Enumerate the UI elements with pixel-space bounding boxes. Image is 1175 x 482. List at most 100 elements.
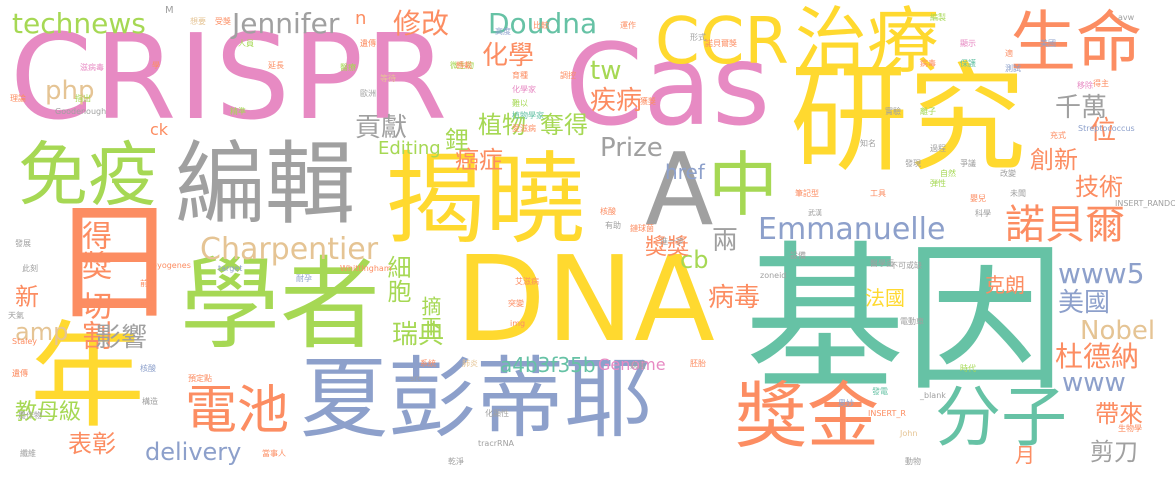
word-jiaomuji: 教母級 bbox=[15, 400, 82, 425]
word-qianwan: 千萬 bbox=[1055, 93, 1108, 123]
word-small: 發現 bbox=[905, 159, 921, 168]
word-small: img bbox=[510, 319, 526, 328]
word-small: src bbox=[410, 374, 422, 383]
word-small: 人員 bbox=[238, 39, 254, 48]
word-href: href bbox=[665, 160, 705, 184]
word-bingdu: 病毒 bbox=[708, 283, 761, 313]
word-dailai: 帶來 bbox=[1095, 400, 1143, 428]
word-small: 改變 bbox=[1000, 169, 1016, 178]
word-fenzi: 分子 bbox=[935, 379, 1067, 456]
word-small: 想要 bbox=[190, 17, 206, 26]
word-jiangjiang: 獎獎 bbox=[645, 235, 690, 260]
word-delivery: delivery bbox=[145, 438, 242, 466]
word-chuangxin: 創新 bbox=[1030, 146, 1078, 174]
word-small: 鏈球菌 bbox=[630, 224, 654, 233]
word-small: 學 bbox=[152, 61, 160, 70]
word-small: 系統 bbox=[420, 359, 436, 368]
word-small: 轉載 bbox=[456, 61, 472, 70]
word-small: 不可或缺 bbox=[890, 261, 922, 270]
word-small: tracrRNA bbox=[478, 439, 515, 448]
word-faguo: 法國 bbox=[865, 286, 905, 310]
word-prize: Prize bbox=[600, 133, 663, 163]
word-small: 進一步 bbox=[660, 237, 684, 246]
word-small: 遺傳 bbox=[360, 39, 376, 48]
word-small: 離子 bbox=[920, 107, 936, 116]
word-small: 預定點 bbox=[188, 374, 212, 383]
word-small: 編製 bbox=[930, 13, 946, 22]
word-kelang: 克朗 bbox=[985, 273, 1025, 297]
word-zhiwu: 植物 bbox=[478, 111, 526, 139]
word-small: 纖維 bbox=[20, 449, 36, 458]
word-emmanuelle: Emmanuelle bbox=[758, 212, 946, 247]
word-small: 遺傳 bbox=[12, 369, 28, 378]
word-ck: ck bbox=[150, 120, 169, 139]
word-dianchi: 電池 bbox=[185, 381, 290, 441]
word-small: INSERT_RANDOM_NUMBER_HERE bbox=[1115, 199, 1175, 208]
word-small: 有助 bbox=[605, 221, 621, 230]
word-small: 顯示 bbox=[960, 39, 976, 48]
word-small: 化學家 bbox=[512, 85, 536, 94]
word-yanjiu: 研究 bbox=[790, 50, 1027, 188]
word-small: 農作物 bbox=[18, 411, 42, 420]
word-meiguo: 美國 bbox=[1058, 288, 1111, 318]
word-small: 此刻 bbox=[22, 264, 38, 273]
word-small: 弾性 bbox=[930, 179, 946, 188]
word-jiangjin: 獎金 bbox=[735, 374, 880, 458]
word-n: n bbox=[355, 8, 367, 29]
word-zhong: 中 bbox=[708, 144, 778, 226]
word-small: 充式 bbox=[1050, 131, 1066, 140]
word-small: 當事人 bbox=[262, 449, 286, 458]
word-small: 醫學面 bbox=[870, 259, 894, 268]
word-small: 等待 bbox=[380, 74, 396, 83]
word-small: 動物 bbox=[905, 457, 921, 466]
word-small: 病毒 bbox=[920, 59, 936, 68]
word-small: 形式 bbox=[690, 33, 706, 42]
word-small: 指出 bbox=[75, 94, 91, 103]
word-small: 難以 bbox=[512, 99, 528, 108]
word-gongxian: 貢獻 bbox=[355, 113, 408, 143]
word-php: php bbox=[45, 76, 95, 106]
word-small: 時代 bbox=[960, 364, 976, 373]
word-small: 構造 bbox=[142, 397, 158, 406]
word-yingxiang: 影響 bbox=[95, 323, 148, 353]
word-small: 天氣 bbox=[8, 311, 24, 320]
word-amp: amp bbox=[15, 318, 69, 346]
word-liang: 兩 bbox=[712, 226, 739, 256]
word-aizheng: 癌症 bbox=[455, 146, 503, 174]
word-cb: cb bbox=[680, 246, 709, 274]
word-small: 滋病毒 bbox=[80, 63, 104, 72]
word-www5: www5 bbox=[1058, 257, 1145, 290]
word-small: 精準 bbox=[230, 107, 246, 116]
word-genome: Genome bbox=[598, 355, 666, 374]
word-small: 高度 bbox=[495, 27, 511, 36]
word-small: 保護 bbox=[960, 59, 976, 68]
word-small: 適 bbox=[1005, 49, 1013, 58]
word-small: pyogenes bbox=[152, 261, 191, 270]
word-nobel: Nobel bbox=[1080, 316, 1156, 346]
word-nian: 年 bbox=[30, 310, 146, 444]
word-bianji: 編輯 bbox=[175, 132, 355, 237]
word-editing: Editing bbox=[378, 138, 441, 159]
word-small: 工具 bbox=[870, 189, 886, 198]
word-duode: 奪得 bbox=[540, 111, 588, 139]
word-cas: Cas bbox=[565, 21, 771, 151]
word-tw: tw bbox=[590, 56, 622, 86]
word-small: 延長 bbox=[268, 61, 284, 70]
word-jiandao: 剪刀 bbox=[1090, 438, 1138, 466]
word-xiugai: 修改 bbox=[393, 7, 450, 40]
word-technews: technews bbox=[12, 7, 146, 40]
word-mianyi: 免疫 bbox=[18, 134, 158, 216]
word-small: INSERT_R bbox=[868, 409, 906, 418]
word-small: 自然 bbox=[940, 169, 956, 178]
word-small: Goodenough bbox=[55, 107, 107, 116]
word-small: avw bbox=[1118, 13, 1135, 22]
word-small: 得主 bbox=[1093, 79, 1109, 88]
word-small: 歐洲 bbox=[360, 89, 376, 98]
word-ruidian: 瑞典 bbox=[392, 320, 445, 350]
word-small: 設備 bbox=[790, 251, 806, 260]
word-small: 耐孕 bbox=[296, 274, 312, 283]
word-small: 愛滋病 bbox=[512, 124, 536, 133]
word-dna: DNA bbox=[455, 230, 715, 368]
word-small: 測試 bbox=[1005, 64, 1021, 73]
